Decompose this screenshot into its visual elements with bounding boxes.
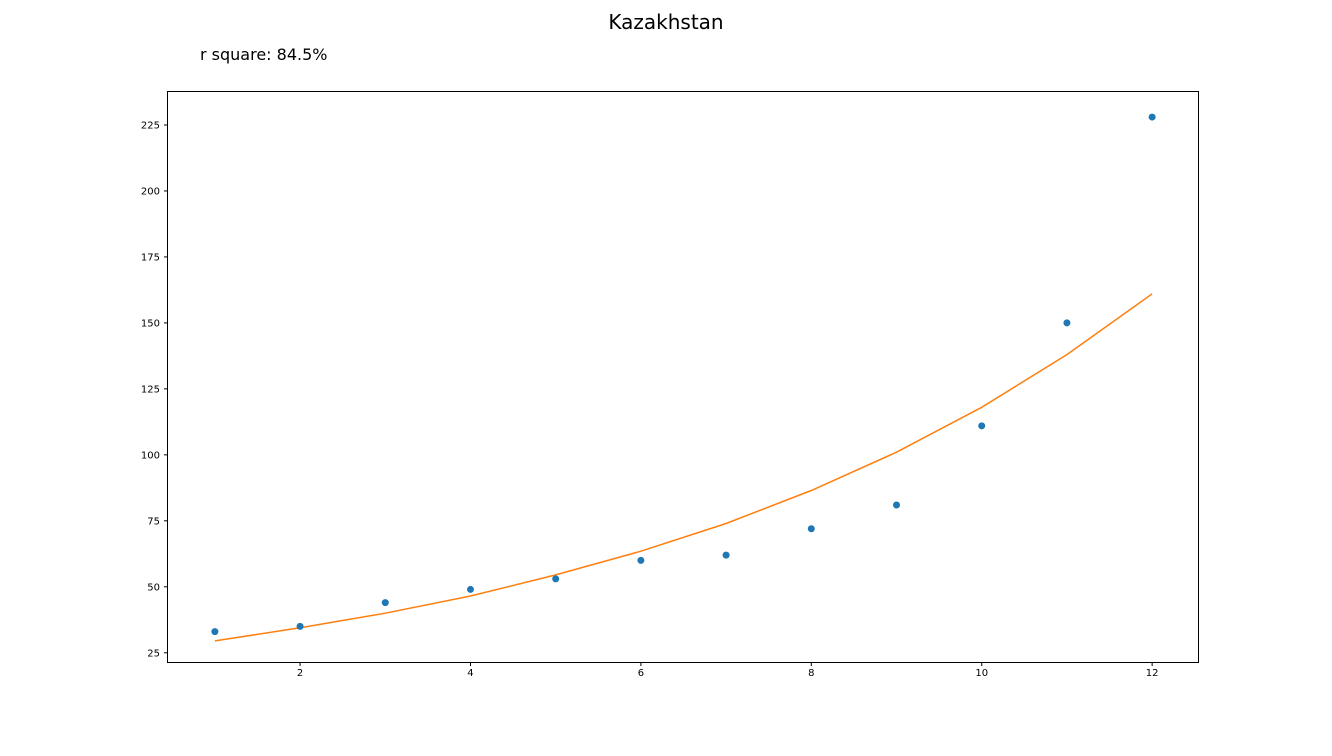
series-layer (211, 113, 1156, 642)
y-tick-label: 25 (147, 648, 160, 659)
scatter-point (1063, 319, 1071, 327)
x-tick-label: 10 (975, 668, 988, 679)
y-axis: 25 50 75 100 125 150 175 200 225 (141, 120, 168, 659)
scatter-point (722, 551, 730, 559)
scatter-point (978, 422, 986, 430)
y-tick-label: 100 (141, 450, 160, 461)
y-tick-label: 75 (147, 516, 160, 527)
y-tick-label: 50 (147, 582, 160, 593)
scatter-point (1148, 113, 1156, 121)
x-tick-label: 8 (808, 668, 814, 679)
y-tick-label: 200 (141, 186, 160, 197)
scatter-point (637, 556, 645, 564)
scatter-point (893, 501, 901, 509)
x-tick-label: 4 (467, 668, 473, 679)
x-tick-label: 2 (297, 668, 303, 679)
y-tick-label: 150 (141, 318, 160, 329)
plot-area-frame (167, 91, 1199, 663)
scatter-point (807, 525, 815, 533)
y-tick-label: 225 (141, 120, 160, 131)
x-tick-label: 12 (1146, 668, 1159, 679)
x-tick-label: 6 (638, 668, 644, 679)
x-axis: 2 4 6 8 10 12 (297, 662, 1159, 679)
r-square-annotation: r square: 84.5% (200, 45, 328, 64)
fit-curve-line (214, 293, 1153, 642)
scatter-point (552, 575, 560, 583)
scatter-point (296, 622, 304, 630)
y-tick-label: 175 (141, 252, 160, 263)
scatter-point (381, 599, 389, 607)
chart-title: Kazakhstan (608, 10, 724, 34)
scatter-point (466, 585, 474, 593)
scatter-point (211, 628, 219, 636)
y-tick-label: 125 (141, 384, 160, 395)
